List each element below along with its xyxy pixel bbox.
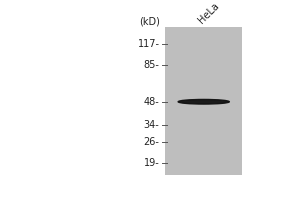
- Text: 19-: 19-: [144, 158, 160, 168]
- Text: 34-: 34-: [144, 120, 160, 130]
- Text: HeLa: HeLa: [197, 1, 221, 26]
- Text: 48-: 48-: [144, 97, 160, 107]
- Text: 26-: 26-: [144, 137, 160, 147]
- Text: (kD): (kD): [139, 16, 160, 26]
- Text: 85-: 85-: [144, 60, 160, 70]
- Text: 117-: 117-: [138, 39, 160, 49]
- Ellipse shape: [178, 99, 229, 104]
